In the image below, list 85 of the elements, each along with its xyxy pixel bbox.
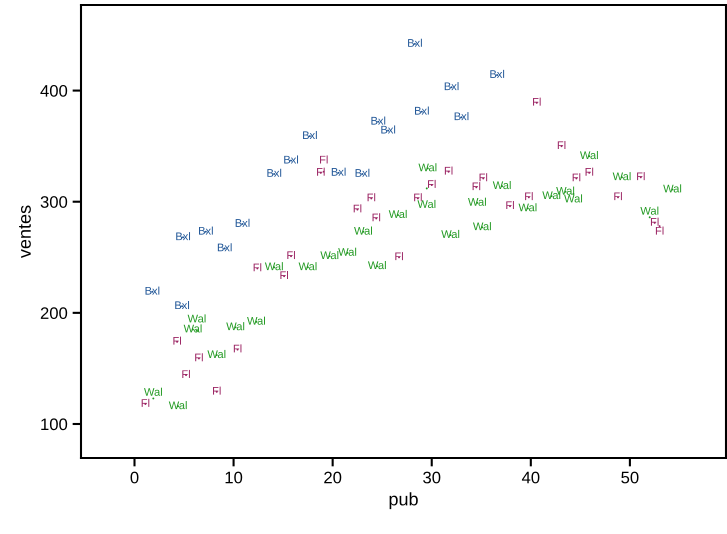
- text: Wal: [168, 401, 187, 410]
- text: Wal: [144, 388, 162, 396]
- text: Fl: [254, 263, 262, 272]
- text: Fl: [354, 204, 362, 212]
- text: Bxl: [284, 155, 298, 164]
- x-tick-label: 20: [324, 472, 342, 484]
- text: Bxl: [175, 301, 190, 310]
- text: Wal: [338, 248, 356, 256]
- text: Bxl: [415, 106, 429, 115]
- text: Wal: [612, 172, 631, 180]
- text: Wal: [518, 203, 536, 212]
- x-axis-title: pub: [390, 492, 418, 510]
- text: Wal: [368, 260, 386, 270]
- text: Bxl: [332, 168, 346, 176]
- text: Bxl: [454, 112, 468, 120]
- text: Wal: [564, 194, 582, 202]
- text: Wal: [247, 316, 265, 325]
- x-tick-label: 30: [423, 472, 440, 484]
- x-tick-label: 0: [130, 472, 138, 484]
- x-tick-label: 50: [621, 472, 639, 484]
- text: Fl: [428, 180, 436, 188]
- y-tick-label: 400: [40, 84, 68, 97]
- text: Fl: [173, 336, 181, 345]
- y-tick-label: 300: [40, 196, 68, 208]
- text: Fl: [586, 168, 594, 176]
- text: Bxl: [371, 116, 386, 125]
- text: Fl: [372, 213, 380, 222]
- text: Bxl: [267, 168, 282, 177]
- text: Fl: [572, 173, 580, 182]
- text: Wal: [663, 184, 682, 192]
- text: Fl: [637, 172, 645, 180]
- text: Bxl: [199, 226, 213, 235]
- y-tick-label: 200: [40, 307, 68, 320]
- text: Fl: [234, 344, 242, 352]
- text: Fl: [444, 166, 452, 175]
- text: Fl: [280, 271, 288, 280]
- text: Fl: [213, 386, 221, 395]
- text: Wal: [188, 314, 206, 323]
- text: Wal: [417, 200, 436, 208]
- text: Wal: [184, 324, 202, 333]
- text: Fl: [506, 200, 514, 210]
- text: Wal: [298, 262, 317, 270]
- text: Fl: [287, 250, 295, 260]
- text: Bxl: [218, 243, 232, 252]
- text: Wal: [207, 350, 226, 358]
- text: Fl: [533, 98, 541, 106]
- text: Bxl: [236, 218, 250, 227]
- y-axis-title: ventes: [19, 206, 31, 258]
- text: Fl: [480, 173, 488, 182]
- x-tick-label: 10: [226, 472, 242, 484]
- text: Fl: [368, 193, 376, 202]
- text: Fl: [558, 140, 566, 150]
- text: Wal: [441, 230, 460, 238]
- y-tick-label: 100: [41, 418, 68, 430]
- text: Bxl: [356, 168, 370, 177]
- text: Wal: [492, 180, 511, 190]
- text: Bxl: [146, 286, 160, 295]
- text: Bxl: [490, 70, 504, 78]
- text: Bxl: [303, 130, 317, 140]
- text: Wal: [468, 198, 486, 206]
- text: Wal: [264, 262, 283, 270]
- text: Fl: [650, 218, 659, 226]
- text: Fl: [395, 252, 403, 260]
- text: Wal: [580, 150, 598, 160]
- text: Wal: [226, 322, 244, 330]
- text: Fl: [320, 155, 328, 164]
- text: Bxl: [408, 38, 422, 47]
- text: Fl: [472, 182, 480, 190]
- text: Wal: [418, 163, 436, 172]
- text: Fl: [182, 370, 190, 378]
- text: Wal: [472, 222, 491, 230]
- text: Bxl: [444, 82, 459, 90]
- text: Fl: [525, 192, 533, 200]
- text: Wal: [640, 206, 658, 215]
- text: Fl: [414, 193, 422, 202]
- x-tick-label: 40: [522, 472, 540, 484]
- text: Fl: [195, 353, 203, 362]
- text: Bxl: [176, 232, 190, 240]
- text: Fl: [614, 192, 622, 200]
- text: Wal: [354, 226, 372, 235]
- text: Wal: [320, 250, 338, 260]
- text: Wal: [388, 210, 407, 218]
- text: Fl: [656, 226, 664, 235]
- text: Fl: [142, 398, 150, 407]
- series-label: Bxl: [381, 125, 396, 134]
